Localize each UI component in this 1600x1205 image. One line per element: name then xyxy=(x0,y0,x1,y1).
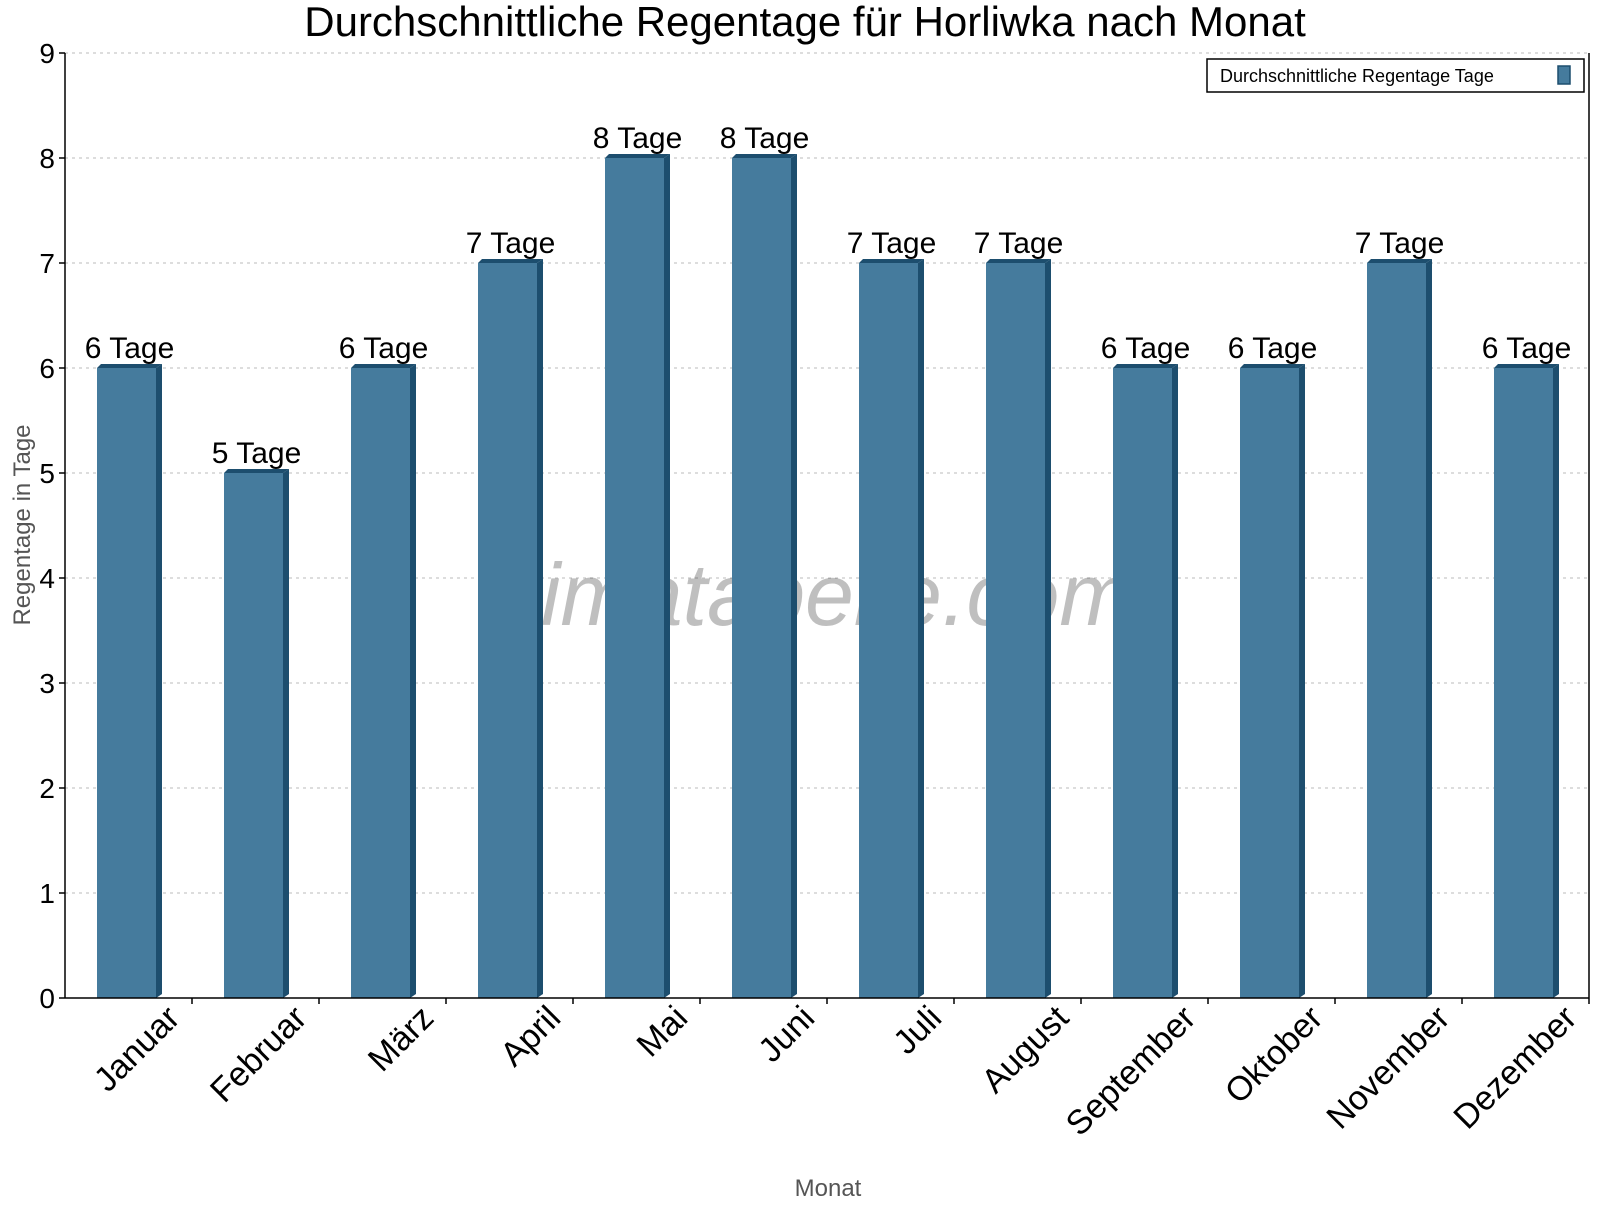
x-tick-label: November xyxy=(1319,999,1457,1137)
data-label: 7 Tage xyxy=(974,227,1064,260)
y-tick-label: 6 xyxy=(39,353,55,384)
data-label: 6 Tage xyxy=(1101,332,1191,365)
x-tick-label: Januar xyxy=(87,999,187,1099)
bar xyxy=(1240,368,1299,998)
gridlines xyxy=(65,52,1589,894)
legend-box xyxy=(1206,58,1585,93)
data-label: 6 Tage xyxy=(1228,332,1318,365)
data-label: 8 Tage xyxy=(720,122,810,155)
y-tick-label: 2 xyxy=(39,773,55,804)
bar-top xyxy=(351,364,416,368)
bar-side xyxy=(1553,364,1559,998)
x-tick-label: Oktober xyxy=(1218,999,1330,1111)
chart-title: Durchschnittliche Regentage für Horliwka… xyxy=(304,0,1306,45)
bars: 6 Tage 5 Tage 6 Tage 7 Tage 8 Tage 8 Tage 7 Ta… xyxy=(85,122,1572,998)
legend-swatch xyxy=(1557,65,1571,85)
bar xyxy=(351,368,410,998)
y-tick-label: 8 xyxy=(39,143,55,174)
bar-side xyxy=(918,259,924,998)
bar-side xyxy=(1299,364,1305,998)
bar-side xyxy=(1045,259,1051,998)
bar xyxy=(986,263,1045,998)
bar-side xyxy=(1172,364,1178,998)
x-tick-label: April xyxy=(493,999,568,1074)
bar-top xyxy=(1113,364,1178,368)
y-tick-label: 4 xyxy=(39,563,55,594)
x-tick-label: Juni xyxy=(751,999,822,1070)
y-axis-label: Regentage in Tage xyxy=(9,424,36,625)
y-tick-label: 0 xyxy=(39,983,55,1014)
bar-side xyxy=(283,469,289,998)
x-tick-label: Mai xyxy=(630,999,696,1065)
data-label: 6 Tage xyxy=(339,332,429,365)
x-tick-label: September xyxy=(1059,999,1203,1143)
bar-side xyxy=(537,259,543,998)
bar-top xyxy=(859,259,924,263)
bar-side xyxy=(156,364,162,998)
x-axis-label: Monat xyxy=(795,1175,862,1200)
bar xyxy=(732,158,791,998)
bar xyxy=(605,158,664,998)
data-label: 5 Tage xyxy=(212,437,302,470)
y-tick-label: 5 xyxy=(39,458,55,489)
x-tick-label: Juli xyxy=(886,999,949,1062)
bar xyxy=(859,263,918,998)
bar-side xyxy=(410,364,416,998)
bar-top xyxy=(732,154,797,158)
x-tick-label: März xyxy=(361,999,441,1079)
data-label: 7 Tage xyxy=(847,227,937,260)
bar-top xyxy=(97,364,162,368)
y-tick-label: 9 xyxy=(39,38,55,69)
bar-top xyxy=(478,259,543,263)
x-tick-label: Februar xyxy=(203,999,314,1110)
bar-side xyxy=(664,154,670,998)
bar-side xyxy=(791,154,797,998)
bar-top xyxy=(224,469,289,473)
bar-top xyxy=(1240,364,1305,368)
bar xyxy=(1494,368,1553,998)
bar-side xyxy=(1426,259,1432,998)
bar xyxy=(1113,368,1172,998)
y-tick-label: 3 xyxy=(39,668,55,699)
bar-top xyxy=(1494,364,1559,368)
bar-top xyxy=(1367,259,1432,263)
bar xyxy=(1367,263,1426,998)
data-label: 6 Tage xyxy=(85,332,175,365)
y-tick-label: 1 xyxy=(39,878,55,909)
data-label: 7 Tage xyxy=(1355,227,1445,260)
data-label: 6 Tage xyxy=(1482,332,1572,365)
legend: Durchschnittliche Regentage Tage xyxy=(1206,58,1585,93)
bar-top xyxy=(605,154,670,158)
legend-label: Durchschnittliche Regentage Tage xyxy=(1220,66,1494,86)
data-label: 7 Tage xyxy=(466,227,556,260)
bar xyxy=(224,473,283,998)
y-tick-label: 7 xyxy=(39,248,55,279)
bar xyxy=(97,368,156,998)
bar-top xyxy=(986,259,1051,263)
x-tick-label: Dezember xyxy=(1446,999,1584,1137)
bar xyxy=(478,263,537,998)
data-label: 8 Tage xyxy=(593,122,683,155)
x-tick-label: August xyxy=(974,998,1076,1100)
